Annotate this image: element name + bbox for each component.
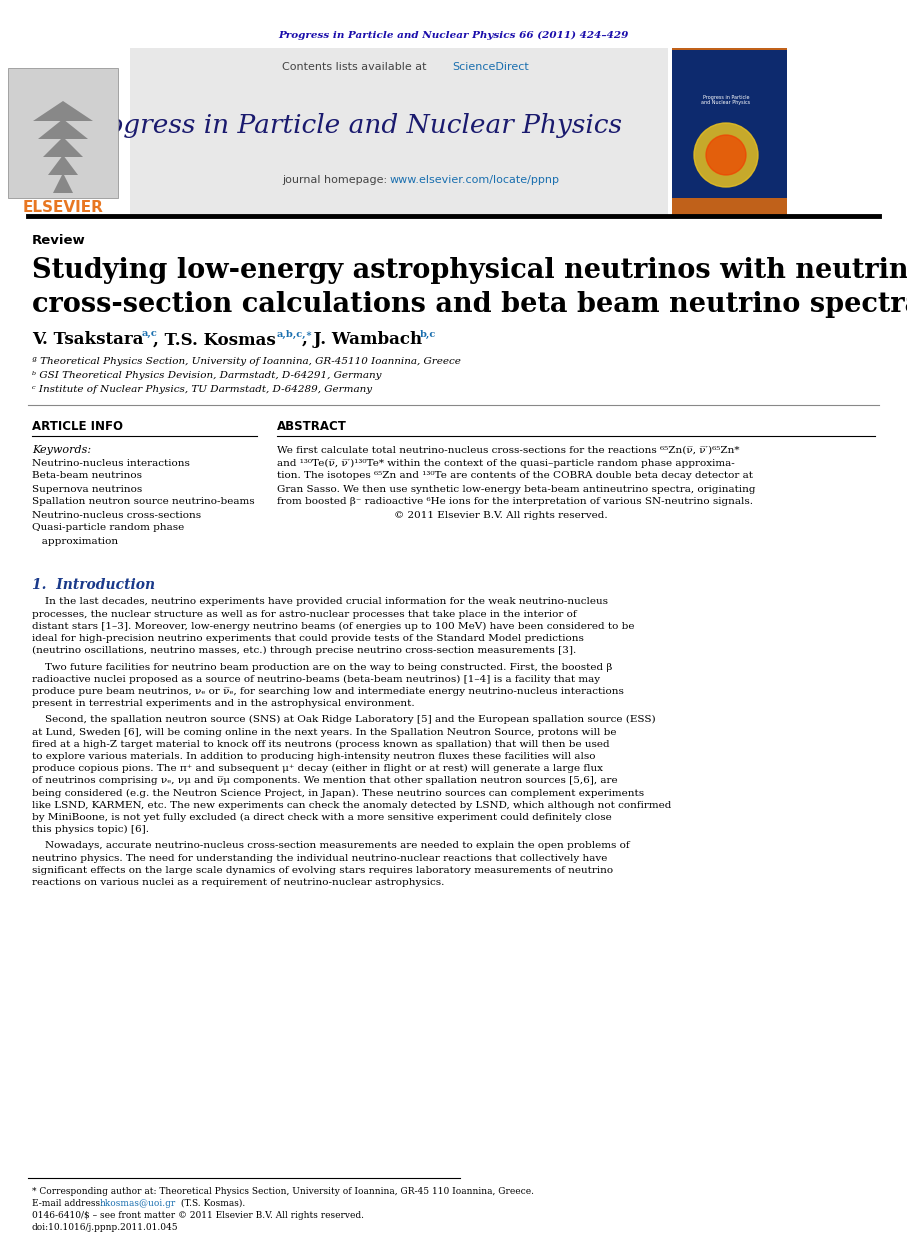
Text: of neutrinos comprising νₑ, νμ and ν̅μ components. We mention that other spallat: of neutrinos comprising νₑ, νμ and ν̅μ c… xyxy=(32,776,618,785)
Text: like LSND, KARMEN, etc. The new experiments can check the anomaly detected by LS: like LSND, KARMEN, etc. The new experime… xyxy=(32,801,671,810)
Circle shape xyxy=(706,135,746,175)
Text: ideal for high-precision neutrino experiments that could provide tests of the St: ideal for high-precision neutrino experi… xyxy=(32,634,584,643)
Polygon shape xyxy=(53,173,73,193)
Text: Progress in Particle
and Nuclear Physics: Progress in Particle and Nuclear Physics xyxy=(701,94,751,105)
Text: significant effects on the large scale dynamics of evolving stars requires labor: significant effects on the large scale d… xyxy=(32,865,613,875)
Text: E-mail address:: E-mail address: xyxy=(32,1198,106,1207)
Text: a,b,c,∗: a,b,c,∗ xyxy=(277,329,314,338)
Text: (T.S. Kosmas).: (T.S. Kosmas). xyxy=(178,1198,245,1207)
Text: * Corresponding author at: Theoretical Physics Section, University of Ioannina, : * Corresponding author at: Theoretical P… xyxy=(32,1186,534,1196)
Text: produce copious pions. The π⁺ and subsequent μ⁺ decay (either in flight or at re: produce copious pions. The π⁺ and subseq… xyxy=(32,764,603,774)
Text: Second, the spallation neutron source (SNS) at Oak Ridge Laboratory [5] and the : Second, the spallation neutron source (S… xyxy=(32,716,656,724)
Text: ª Theoretical Physics Section, University of Ioannina, GR-45110 Ioannina, Greece: ª Theoretical Physics Section, Universit… xyxy=(32,358,461,366)
Text: a,c: a,c xyxy=(142,329,158,338)
Bar xyxy=(672,48,787,215)
Text: Nowadays, accurate neutrino-nucleus cross-section measurements are needed to exp: Nowadays, accurate neutrino-nucleus cros… xyxy=(32,842,629,851)
Text: to explore various materials. In addition to producing high-intensity neutron fl: to explore various materials. In additio… xyxy=(32,751,596,761)
Text: Progress in Particle and Nuclear Physics: Progress in Particle and Nuclear Physics xyxy=(77,113,622,137)
Text: neutrino physics. The need for understanding the individual neutrino-nuclear rea: neutrino physics. The need for understan… xyxy=(32,853,608,863)
Text: journal homepage:: journal homepage: xyxy=(282,175,391,184)
Text: Keywords:: Keywords: xyxy=(32,444,91,456)
Polygon shape xyxy=(38,119,88,139)
Text: 1.  Introduction: 1. Introduction xyxy=(32,578,155,592)
Text: present in terrestrial experiments and in the astrophysical environment.: present in terrestrial experiments and i… xyxy=(32,699,414,708)
Bar xyxy=(672,50,787,198)
Bar xyxy=(8,68,118,198)
Text: approximation: approximation xyxy=(32,536,118,546)
Text: fired at a high-Z target material to knock off its neutrons (process known as sp: fired at a high-Z target material to kno… xyxy=(32,739,610,749)
Text: ᶜ Institute of Nuclear Physics, TU Darmstadt, D-64289, Germany: ᶜ Institute of Nuclear Physics, TU Darms… xyxy=(32,385,372,395)
Text: processes, the nuclear structure as well as for astro-nuclear processes that tak: processes, the nuclear structure as well… xyxy=(32,609,577,619)
Text: , T.S. Kosmas: , T.S. Kosmas xyxy=(153,332,276,349)
Text: ᵇ GSI Theoretical Physics Devision, Darmstadt, D-64291, Germany: ᵇ GSI Theoretical Physics Devision, Darm… xyxy=(32,371,382,380)
Text: Neutrino-nucleus cross-sections: Neutrino-nucleus cross-sections xyxy=(32,510,201,520)
Text: Supernova neutrinos: Supernova neutrinos xyxy=(32,484,142,494)
Text: this physics topic) [6].: this physics topic) [6]. xyxy=(32,825,149,834)
Text: ARTICLE INFO: ARTICLE INFO xyxy=(32,420,123,432)
Text: being considered (e.g. the Neutron Science Project, in Japan). These neutrino so: being considered (e.g. the Neutron Scien… xyxy=(32,789,644,797)
Text: b,c: b,c xyxy=(420,329,436,338)
Text: from boosted β⁻ radioactive ⁶He ions for the interpretation of various SN-neutri: from boosted β⁻ radioactive ⁶He ions for… xyxy=(277,498,753,506)
Text: , J. Wambach: , J. Wambach xyxy=(302,332,422,349)
Text: Gran Sasso. We then use synthetic low-energy beta-beam antineutrino spectra, ori: Gran Sasso. We then use synthetic low-en… xyxy=(277,484,756,494)
Text: ABSTRACT: ABSTRACT xyxy=(277,420,346,432)
Text: Neutrino-nucleus interactions: Neutrino-nucleus interactions xyxy=(32,458,190,468)
Text: cross-section calculations and beta beam neutrino spectra: cross-section calculations and beta beam… xyxy=(32,291,907,318)
Bar xyxy=(28,48,668,215)
Text: Studying low-energy astrophysical neutrinos with neutrino nucleus: Studying low-energy astrophysical neutri… xyxy=(32,256,907,284)
Text: © 2011 Elsevier B.V. All rights reserved.: © 2011 Elsevier B.V. All rights reserved… xyxy=(277,510,608,520)
Polygon shape xyxy=(48,155,78,175)
Text: Review: Review xyxy=(32,234,86,246)
Circle shape xyxy=(694,123,758,187)
Text: produce pure beam neutrinos, νₑ or ν̅ₑ, for searching low and intermediate energ: produce pure beam neutrinos, νₑ or ν̅ₑ, … xyxy=(32,687,624,696)
Text: Quasi-particle random phase: Quasi-particle random phase xyxy=(32,524,184,532)
Text: We first calculate total neutrino-nucleus cross-sections for the reactions ⁶⁵Zn(: We first calculate total neutrino-nucleu… xyxy=(277,446,739,454)
Polygon shape xyxy=(33,102,93,121)
Text: Spallation neutron source neutrino-beams: Spallation neutron source neutrino-beams xyxy=(32,498,255,506)
Text: doi:10.1016/j.ppnp.2011.01.045: doi:10.1016/j.ppnp.2011.01.045 xyxy=(32,1222,179,1232)
Bar xyxy=(0,48,130,215)
Text: at Lund, Sweden [6], will be coming online in the next years. In the Spallation : at Lund, Sweden [6], will be coming onli… xyxy=(32,728,617,737)
Text: tion. The isotopes ⁶⁵Zn and ¹³⁰Te are contents of the COBRA double beta decay de: tion. The isotopes ⁶⁵Zn and ¹³⁰Te are co… xyxy=(277,472,753,480)
Text: and ¹³⁰Te(ν̅, ν̅′)¹³⁰Te* within the context of the quasi–particle random phase a: and ¹³⁰Te(ν̅, ν̅′)¹³⁰Te* within the cont… xyxy=(277,458,735,468)
Text: ELSEVIER: ELSEVIER xyxy=(23,199,103,214)
Text: distant stars [1–3]. Moreover, low-energy neutrino beams (of energies up to 100 : distant stars [1–3]. Moreover, low-energ… xyxy=(32,621,635,631)
Text: radioactive nuclei proposed as a source of neutrino-beams (beta-beam neutrinos) : radioactive nuclei proposed as a source … xyxy=(32,675,600,683)
Text: reactions on various nuclei as a requirement of neutrino-nuclear astrophysics.: reactions on various nuclei as a require… xyxy=(32,878,444,886)
Text: hkosmas@uoi.gr: hkosmas@uoi.gr xyxy=(100,1198,176,1207)
Polygon shape xyxy=(43,137,83,157)
Text: V. Tsakstara: V. Tsakstara xyxy=(32,332,143,349)
Text: In the last decades, neutrino experiments have provided crucial information for : In the last decades, neutrino experiment… xyxy=(32,598,608,607)
Text: by MiniBoone, is not yet fully excluded (a direct check with a more sensitive ex: by MiniBoone, is not yet fully excluded … xyxy=(32,813,611,822)
Text: Two future facilities for neutrino beam production are on the way to being const: Two future facilities for neutrino beam … xyxy=(32,662,612,671)
Text: Contents lists available at: Contents lists available at xyxy=(282,62,430,72)
Text: www.elsevier.com/locate/ppnp: www.elsevier.com/locate/ppnp xyxy=(390,175,560,184)
Text: Beta-beam neutrinos: Beta-beam neutrinos xyxy=(32,472,142,480)
Text: ScienceDirect: ScienceDirect xyxy=(452,62,529,72)
Text: 0146-6410/$ – see front matter © 2011 Elsevier B.V. All rights reserved.: 0146-6410/$ – see front matter © 2011 El… xyxy=(32,1211,364,1219)
Text: Progress in Particle and Nuclear Physics 66 (2011) 424–429: Progress in Particle and Nuclear Physics… xyxy=(278,31,629,40)
Text: (neutrino oscillations, neutrino masses, etc.) through precise neutrino cross-se: (neutrino oscillations, neutrino masses,… xyxy=(32,646,576,655)
